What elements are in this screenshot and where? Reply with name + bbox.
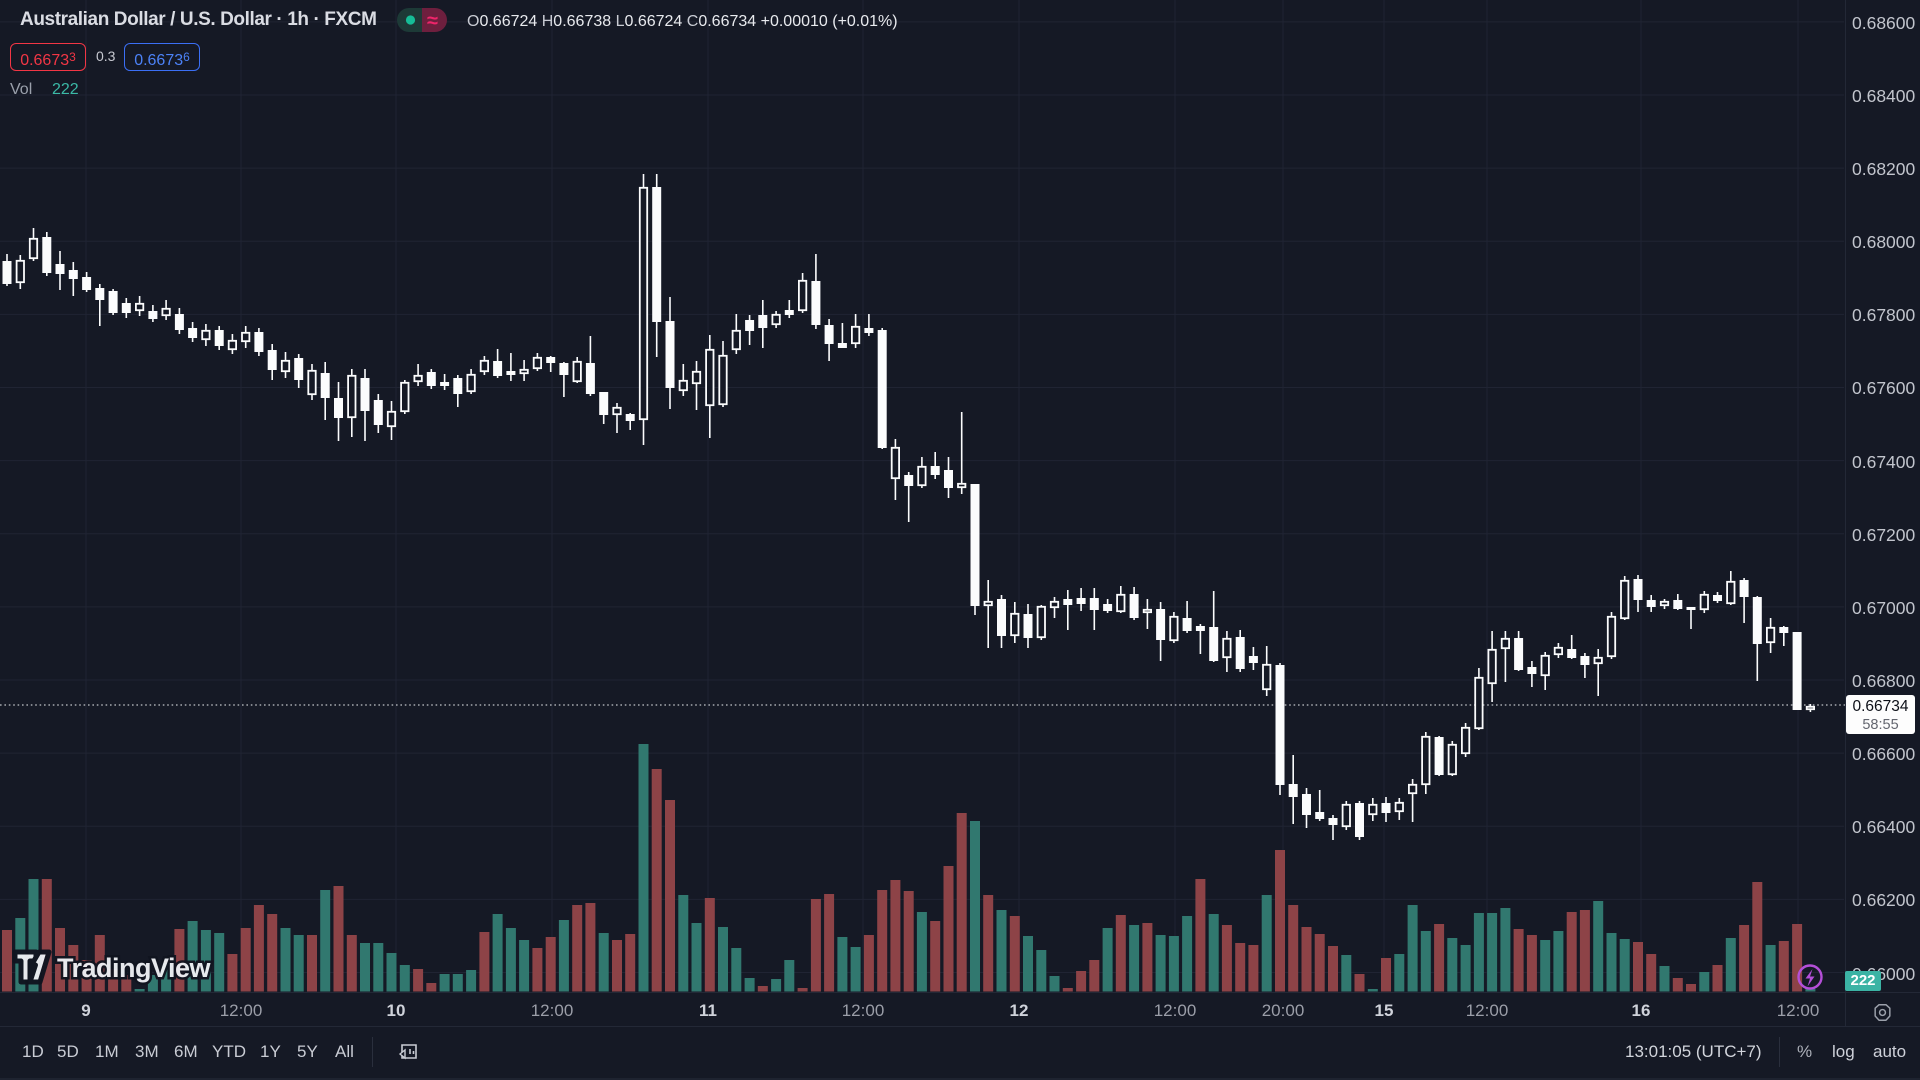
svg-text:≈: ≈ (427, 10, 438, 32)
svg-text:TradingView: TradingView (57, 953, 212, 983)
